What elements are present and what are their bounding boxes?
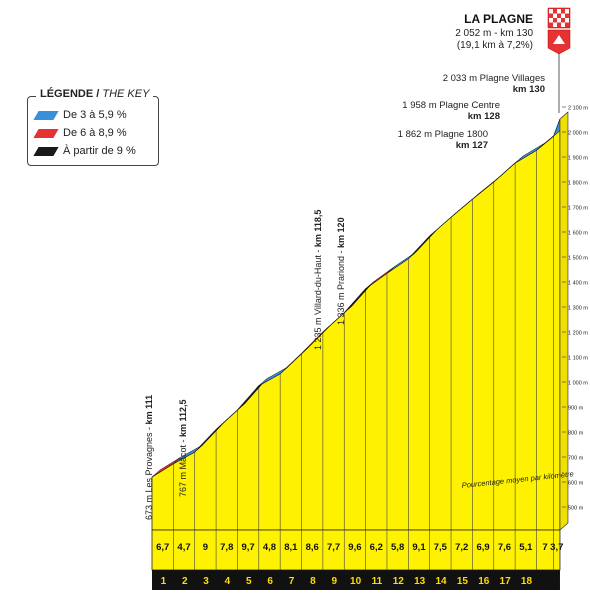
summit-title: LA PLAGNE [464,12,533,26]
gradient-label: 7,6 [498,542,511,553]
km-label: 2 [182,576,188,587]
gradient-label: 8,6 [306,542,319,553]
km-label: 15 [457,576,469,587]
km-label: 12 [393,576,405,587]
altitude-tick-label: 700 m [568,456,584,462]
altitude-tick-label: 1 800 m [568,181,588,187]
flag-check [561,22,565,27]
altitude-tick-label: 2 000 m [568,131,588,137]
gradient-band [151,529,561,571]
altitude-tick-label: 1 600 m [568,231,588,237]
legend-title: LÉGENDE / THE KEY [36,88,154,100]
gradient-label: 4,7 [177,542,190,553]
altitude-tick-label: 900 m [568,406,584,412]
flag-check [553,22,557,27]
gradient-label: 9,7 [242,542,255,553]
waypoint-vertical-label: 1 336 m Prariond - km 120 [336,217,346,325]
waypoint-plagne-villages: 2 033 m Plagne Villages km 130 [442,73,545,95]
mountain-glyph-icon [553,35,565,44]
waypoint-vertical-label: 673 m Les Provagnes - km 111 [144,395,154,520]
altitude-tick-label: 1 700 m [568,206,588,212]
gradient-label: 7,7 [327,542,340,553]
km-label: 13 [414,576,426,587]
gradient-label: 7 [542,542,547,553]
km-label: 11 [372,576,383,587]
km-label: 4 [225,576,231,587]
legend-swatch-red [33,128,59,138]
legend-title-en: THE KEY [102,88,150,100]
altitude-tick-label: 500 m [568,506,584,512]
flag-check [557,18,561,23]
summit-altitude: 2 052 m - km 130 [455,28,533,39]
km-label: 14 [435,576,447,587]
profile-end-cap [559,111,569,531]
gradient-label: 7,5 [434,542,448,553]
flag-check [549,18,553,23]
altitude-tick-label: 1 000 m [568,381,588,387]
km-label: 9 [331,576,337,587]
flag-check [549,9,553,14]
flag-check [565,9,569,14]
km-label: 6 [267,576,273,587]
gradient-label: 7,8 [220,542,233,553]
altitude-tick-label: 1 100 m [568,356,588,362]
altitude-tick-label: 1 200 m [568,331,588,337]
waypoint-vertical-label: 1 235 m Villard-du-Haut - km 118,5 [313,210,323,350]
gradient-label: 5,8 [391,542,404,553]
km-label: 8 [310,576,316,587]
gradient-label: 7,2 [455,542,468,553]
km-label: 7 [289,576,295,587]
legend-item-9-plus: À partir de 9 % [33,145,136,157]
waypoint-plagne-centre: 1 958 m Plagne Centre km 128 [402,100,500,122]
altitude-tick-label: 1 900 m [568,156,588,162]
legend-swatch-black [33,146,59,156]
altitude-tick-label: 1 500 m [568,256,588,262]
km-label: 10 [350,576,362,587]
altitude-tick-label: 800 m [568,431,584,437]
legend-swatch-blue [33,110,59,120]
gradient-label: 6,9 [476,542,489,553]
legend-item-3-5: De 3 à 5,9 % [33,109,127,121]
km-label: 1 [161,576,167,587]
km-label: 3 [203,576,209,587]
gradient-label: 5,1 [519,542,533,553]
summit-climb: (19,1 km à 7,2%) [456,40,533,51]
gradient-label: 6,7 [156,542,169,553]
altitude-tick-label: 2 100 m [568,106,588,112]
flag-check [553,13,557,18]
gradient-label: 4,8 [263,542,276,553]
legend-item-6-8: De 6 à 8,9 % [33,127,127,139]
flag-check [565,18,569,23]
gradient-label: 9 [203,542,208,553]
altitude-tick-label: 1 300 m [568,306,588,312]
gradient-label: 9,1 [412,542,426,553]
profile-area [151,118,561,531]
flag-check [561,13,565,18]
gradient-label: 6,2 [370,542,383,553]
km-label: 17 [500,576,512,587]
gradient-label: 9,6 [348,542,361,553]
km-base-band [152,570,560,590]
km-label: 5 [246,576,252,587]
gradient-label: 8,1 [284,542,298,553]
altitude-tick-label: 1 400 m [568,281,588,287]
km-label: 18 [521,576,533,587]
waypoint-vertical-label: 767 m Mâcot - km 112,5 [178,399,188,497]
km-label: 16 [478,576,490,587]
gradient-label: 3,7 [550,542,563,553]
waypoint-plagne-1800: 1 862 m Plagne 1800 km 127 [397,129,488,151]
altitude-tick-label: 600 m [568,481,584,487]
flag-check [557,9,561,14]
